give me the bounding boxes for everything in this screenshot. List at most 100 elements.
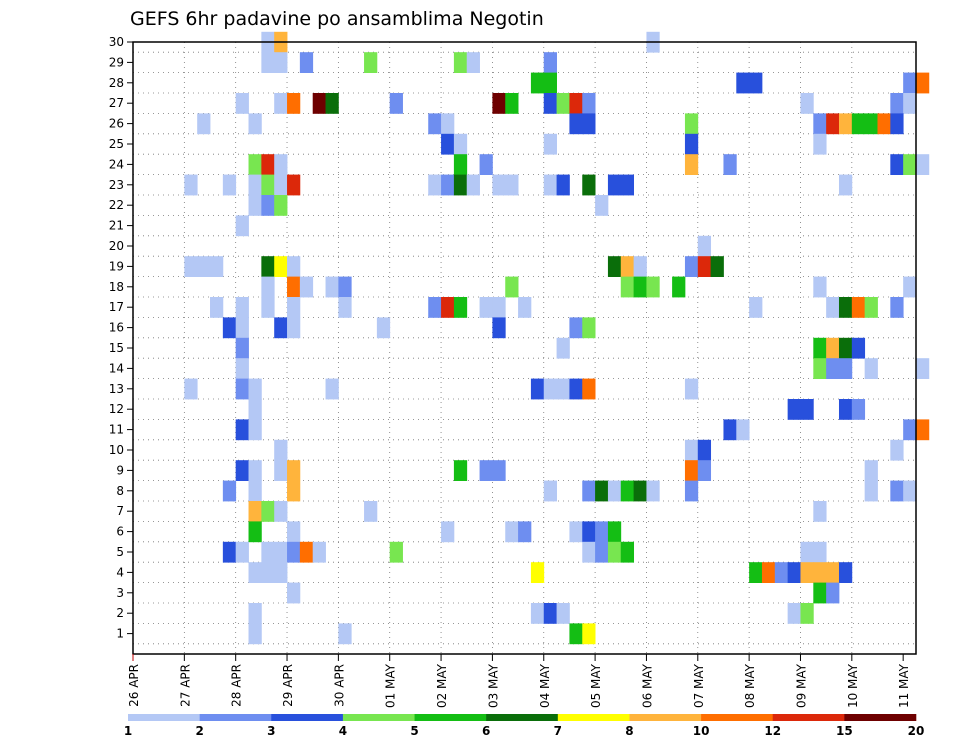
heatmap-cell — [274, 439, 288, 461]
x-tick-label: 27 APR — [178, 664, 192, 707]
heatmap-cell — [761, 562, 776, 583]
y-tick-label: 27 — [109, 96, 124, 110]
heatmap-cell — [441, 174, 455, 196]
x-tick-label: 30 APR — [332, 664, 346, 707]
x-tick-label: 05 MAY — [589, 663, 603, 708]
heatmap-cell — [813, 582, 827, 604]
heatmap-cell — [235, 419, 249, 441]
heatmap-cell — [197, 113, 211, 135]
heatmap-cell — [569, 378, 583, 400]
heatmap-cell — [428, 174, 442, 196]
legend-label: 7 — [554, 724, 562, 738]
heatmap-cell — [235, 460, 249, 481]
heatmap-cell — [261, 195, 275, 216]
legend-label: 5 — [410, 724, 418, 738]
heatmap-cell — [389, 541, 403, 563]
heatmap-cell — [287, 317, 301, 339]
heatmap-cell — [441, 133, 455, 155]
heatmap-cell — [903, 72, 917, 94]
legend-swatch — [701, 714, 774, 721]
heatmap-cell — [556, 93, 570, 114]
y-tick-label: 20 — [109, 239, 124, 253]
heatmap-cell — [210, 256, 224, 277]
heatmap-cell — [582, 317, 596, 339]
heatmap-cell — [287, 582, 301, 604]
heatmap-cell — [838, 358, 853, 379]
heatmap-cell — [890, 93, 904, 114]
legend-label: 12 — [764, 724, 781, 738]
heatmap-cell — [222, 480, 237, 502]
heatmap-cell — [274, 460, 288, 481]
heatmap-cell — [903, 419, 917, 441]
legend-label: 15 — [836, 724, 853, 738]
heatmap-cell — [441, 113, 455, 135]
heatmap-cell — [338, 297, 352, 318]
heatmap-cell — [543, 174, 557, 196]
heatmap-cell — [787, 399, 801, 420]
y-tick-label: 10 — [109, 443, 124, 457]
heatmap-cell — [441, 297, 455, 318]
heatmap-cell — [235, 358, 249, 379]
heatmap-cell — [530, 603, 545, 624]
heatmap-cell — [916, 358, 930, 379]
heatmap-cell — [723, 154, 737, 175]
heatmap-cell — [248, 480, 262, 502]
heatmap-cell — [543, 93, 557, 114]
heatmap-cell — [287, 460, 301, 481]
heatmap-cell — [749, 72, 763, 94]
heatmap-cell — [428, 297, 442, 318]
heatmap-cell — [453, 154, 468, 175]
heatmap-cell — [633, 256, 647, 277]
heatmap-cell — [479, 154, 493, 175]
heatmap-cell — [466, 174, 480, 196]
heatmap-cell — [505, 276, 519, 298]
heatmap-cell — [261, 256, 275, 277]
y-tick-label: 1 — [116, 627, 124, 641]
heatmap-cell — [800, 562, 814, 583]
heatmap-cell — [813, 133, 827, 155]
heatmap-cell — [518, 521, 532, 543]
heatmap-cell — [710, 256, 724, 277]
heatmap-cell — [620, 541, 635, 563]
heatmap-cell — [543, 603, 557, 624]
legend-swatch — [342, 714, 415, 721]
y-tick-label: 26 — [109, 117, 124, 131]
heatmap-cell — [890, 297, 904, 318]
heatmap-cell — [453, 52, 468, 73]
legend-swatch — [629, 714, 702, 721]
heatmap-cell — [543, 133, 557, 155]
heatmap-cell — [210, 297, 224, 318]
heatmap-cell — [235, 297, 249, 318]
heatmap-cell — [453, 174, 468, 196]
heatmap-cell — [569, 113, 583, 135]
y-tick-label: 29 — [109, 55, 124, 69]
heatmap-cell — [838, 297, 853, 318]
heatmap-cell — [890, 154, 904, 175]
y-tick-label: 3 — [116, 586, 124, 600]
heatmap-cell — [248, 623, 262, 645]
heatmap-cell — [800, 399, 814, 420]
heatmap-cell — [299, 541, 314, 563]
heatmap-cell — [813, 501, 827, 522]
heatmap-cell — [826, 337, 840, 359]
heatmap-cell — [492, 317, 506, 339]
heatmap-cell — [800, 603, 814, 624]
heatmap-cell — [376, 317, 391, 339]
heatmap-cell — [864, 113, 878, 135]
y-tick-label: 18 — [109, 280, 124, 294]
heatmap-cell — [851, 297, 866, 318]
y-tick-label: 9 — [116, 463, 124, 477]
heatmap-cell — [556, 378, 570, 400]
heatmap-cell — [543, 72, 557, 94]
heatmap-cell — [287, 174, 301, 196]
heatmap-cell — [248, 113, 262, 135]
y-tick-label: 7 — [116, 504, 124, 518]
heatmap-cell — [620, 480, 635, 502]
heatmap-cell — [582, 521, 596, 543]
y-tick-label: 6 — [116, 525, 124, 539]
heatmap-cell — [800, 93, 814, 114]
heatmap-cell — [274, 195, 288, 216]
legend-swatch — [128, 714, 200, 721]
heatmap-cell — [697, 235, 712, 257]
heatmap-cell — [916, 72, 930, 94]
